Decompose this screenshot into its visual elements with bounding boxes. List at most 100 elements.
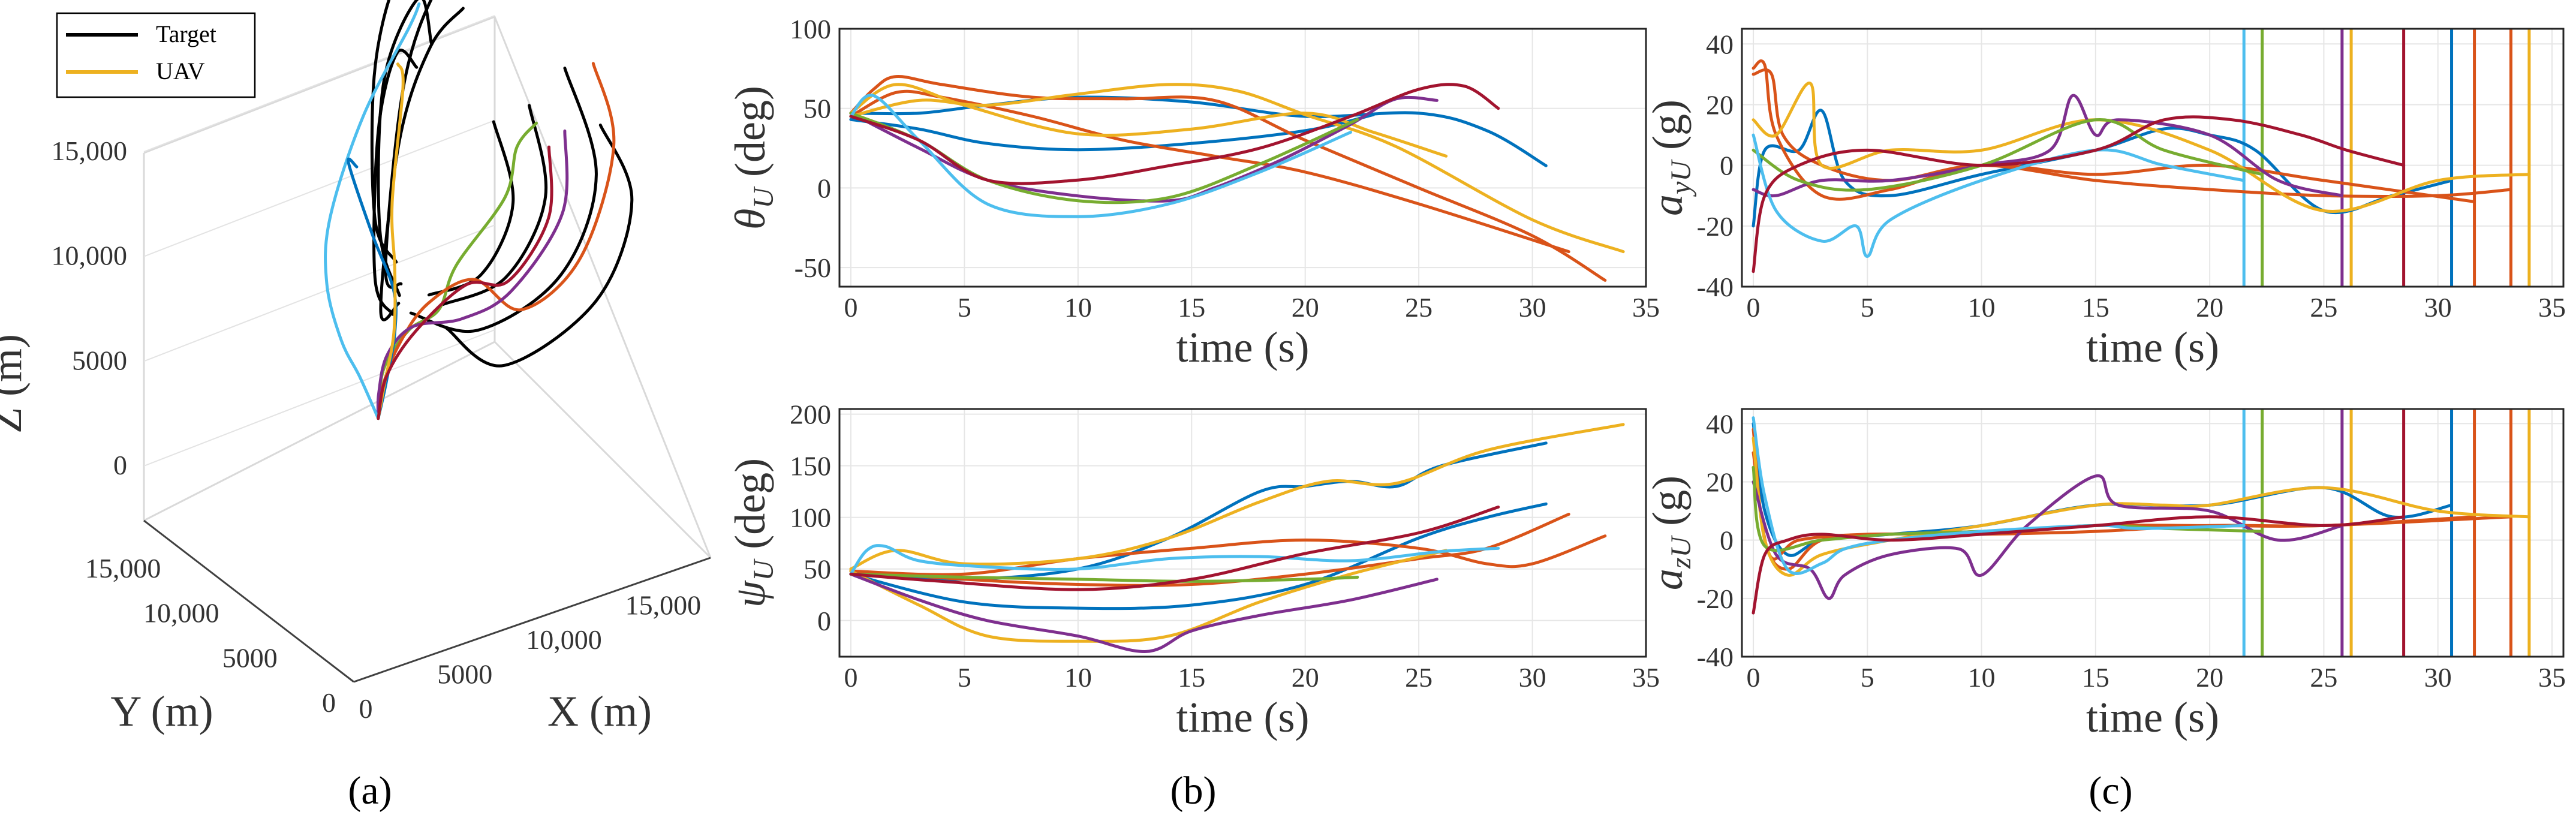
series-line-run-2 (1752, 68, 2512, 198)
uav-trajectory (376, 129, 569, 420)
plot-frame (838, 408, 1647, 658)
y-tick-label: 40 (1706, 408, 1734, 439)
x-tick-label: 5 (958, 662, 971, 693)
x-tick-label: 5 (1861, 292, 1874, 323)
legend-box (56, 12, 256, 98)
panel-c-ay-plot: 0 5 10 15 20 25 30 35 -40 -20 0 20 40 time (s) ayU (g) (1644, 28, 2566, 371)
uav-trajectory (377, 121, 538, 420)
x-tick-label: 30 (2424, 662, 2452, 693)
axis-ylabel: ψU (deg) (726, 458, 780, 608)
panel-a-ytick: 0 (322, 687, 336, 718)
panel-a-3d-trajectory-plot: 0500010,00015,0000500010,00015,000050001… (0, 0, 712, 735)
series-line-run-10 (849, 506, 1500, 591)
series-line-run-5 (1752, 94, 2344, 198)
x-tick-label: 10 (1064, 292, 1092, 323)
y-tick-label: 200 (790, 399, 831, 430)
x-tick-label: 10 (1064, 662, 1092, 693)
panel-label-c: (c) (2089, 769, 2132, 813)
series-line-run-4 (1752, 82, 2531, 213)
y-tick-label: 50 (804, 94, 831, 124)
y-tick-label: 0 (817, 606, 831, 636)
series-line-run-6 (849, 549, 1448, 643)
panel-a-xtick: 15,000 (625, 590, 702, 621)
series-line-run-1 (849, 95, 1548, 167)
target-trajectory (427, 120, 515, 297)
panel-a-tick-labels: 0500010,00015,0000500010,00015,000050001… (52, 136, 702, 724)
uav-trajectory (377, 145, 553, 420)
target-trajectory (445, 124, 634, 368)
axis-xlabel: time (s) (1176, 693, 1310, 741)
axis-xlabel: time (s) (1176, 323, 1310, 371)
axis-ylabel: θU (deg) (726, 86, 780, 230)
target-trajectory (377, 0, 433, 297)
x-tick-label: 35 (2538, 662, 2566, 693)
plot-frame (1741, 28, 2565, 288)
y-tick-label: -40 (1697, 272, 1734, 302)
y-tick-label: -20 (1697, 584, 1734, 614)
series-line-run-4 (849, 534, 1607, 576)
series-lines (1752, 409, 2531, 657)
panel-a-trajectories (324, 0, 634, 420)
series-line-run-7 (849, 572, 1439, 653)
series-line-run-4 (849, 89, 1570, 254)
y-tick-label: 20 (1706, 89, 1734, 120)
series-line-run-2 (849, 113, 1375, 152)
series-line-run-5 (849, 423, 1625, 571)
x-tick-label: 20 (2196, 292, 2223, 323)
x-tick-label: 5 (958, 292, 971, 323)
series-line-run-6 (1752, 118, 2264, 192)
y-tick-label: -50 (795, 252, 831, 283)
target-trajectory (441, 104, 548, 306)
plot-frame (838, 28, 1647, 288)
series-line-run-4 (1752, 437, 2531, 577)
series-line-run-5 (1752, 474, 2344, 600)
target-trajectory (372, 49, 419, 316)
y-tick-label: 150 (790, 451, 831, 482)
x-tick-label: 15 (2082, 292, 2109, 323)
x-tick-label: 20 (1292, 662, 1319, 693)
axis-ylabel: ayU (g) (1644, 100, 1697, 216)
panel-a-ytick: 5000 (222, 642, 278, 673)
x-tick-label: 0 (844, 662, 857, 693)
y-tick-label: -40 (1697, 642, 1734, 672)
x-tick-label: 15 (2082, 662, 2109, 693)
series-lines (849, 75, 1625, 282)
legend-label-uav: UAV (156, 58, 205, 85)
panel-a-xtick: 10,000 (526, 624, 602, 655)
x-tick-label: 10 (1968, 662, 1996, 693)
panel-a-ytick: 10,000 (143, 598, 219, 628)
x-tick-label: 25 (1405, 292, 1433, 323)
panel-a-ztick: 5000 (72, 345, 127, 375)
y-tick-label: 100 (790, 14, 831, 44)
panel-a-zgrid (143, 119, 495, 257)
series-lines (849, 423, 1625, 653)
panel-a-legend: Target UAV (56, 12, 256, 98)
x-tick-label: 35 (2538, 292, 2566, 323)
panel-label-a: (a) (348, 769, 392, 813)
panel-a-front-axes (143, 519, 711, 683)
x-tick-label: 30 (1519, 662, 1546, 693)
y-tick-label: 100 (790, 503, 831, 533)
series-line-run-9 (849, 94, 1352, 218)
y-tick-label: 40 (1706, 29, 1734, 59)
panel-a-xlabel: X (m) (547, 687, 652, 735)
panel-b-psi-plot: 0 5 10 15 20 25 30 35 0 50 100 150 200 time (s) ψU (de… (726, 399, 1660, 741)
panel-a-zgrid (143, 224, 495, 362)
panel-a-zlabel: Z (m) (0, 334, 31, 434)
series-lines (1752, 29, 2531, 287)
panel-c-az-plot: 0 5 10 15 20 25 30 35 -40 -20 0 20 40 time (s) azU (g) (1644, 408, 2566, 741)
axis-xlabel: time (s) (2086, 693, 2219, 741)
x-tick-label: 30 (1519, 292, 1546, 323)
x-tick-label: 35 (1632, 662, 1660, 693)
panel-a-ytick: 15,000 (85, 553, 161, 584)
uav-trajectory (377, 62, 616, 420)
x-tick-label: 5 (1861, 662, 1874, 693)
series-line-run-7 (849, 95, 1439, 203)
panel-a-xtick: 5000 (437, 659, 492, 690)
series-line-run-3 (849, 75, 1607, 282)
panel-a-zgrid (143, 329, 495, 467)
axis-xlabel: time (s) (2086, 323, 2219, 371)
legend-label-target: Target (156, 20, 216, 47)
